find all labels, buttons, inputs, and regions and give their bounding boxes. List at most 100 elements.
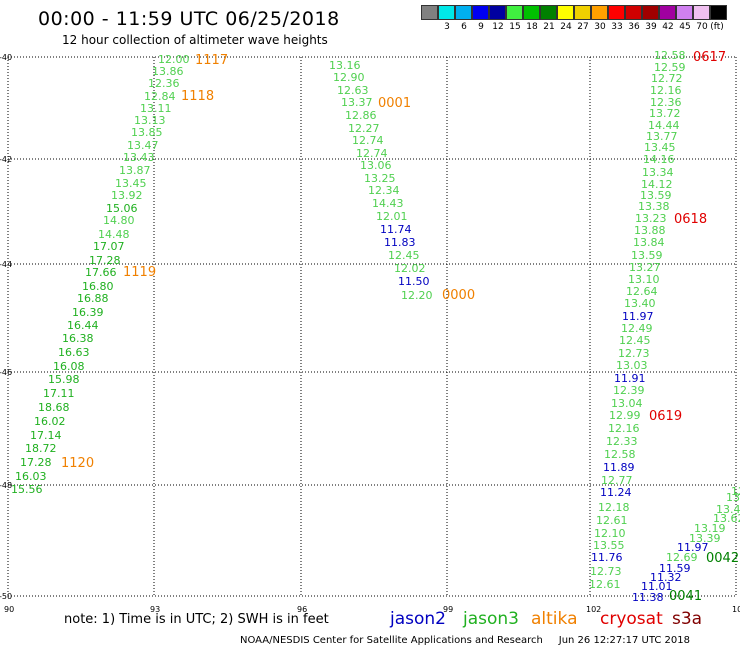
- wave-height-value: 16.80: [82, 280, 114, 293]
- longitude-label: 90: [4, 605, 14, 614]
- wave-height-value: 16.39: [72, 306, 104, 319]
- legend-swatch: [472, 5, 489, 20]
- longitude-label: 105: [732, 605, 740, 614]
- wave-height-value: 11.89: [603, 461, 635, 474]
- pass-time-label: 0041: [669, 589, 702, 604]
- wave-height-value: 13.43: [123, 151, 155, 164]
- legend-swatch: [608, 5, 625, 20]
- wave-height-value: 16.38: [62, 332, 94, 345]
- wave-height-value: 12.59: [654, 61, 686, 74]
- latitude-label: -46: [0, 368, 12, 377]
- wave-height-value: 13.06: [360, 159, 392, 172]
- wave-height-value: 18.68: [38, 401, 70, 414]
- legend-tick-label: 30: [594, 22, 606, 32]
- wave-height-value: 14.44: [648, 119, 680, 132]
- wave-height-value: 13.62: [713, 512, 740, 525]
- legend-tick-label: 24: [560, 22, 572, 32]
- wave-height-value: 12.61: [589, 578, 621, 591]
- wave-height-value: 12.58: [604, 448, 636, 461]
- wave-height-value: 13.84: [633, 236, 665, 249]
- wave-height-value: 18.72: [25, 442, 57, 455]
- legend-swatch: [523, 5, 540, 20]
- wave-height-value: 11.38: [632, 591, 664, 604]
- wave-height-value: 15.56: [11, 483, 43, 496]
- wave-height-value: 12.34: [368, 184, 400, 197]
- wave-height-value: 17.28: [89, 254, 121, 267]
- wave-height-value: 13.45: [644, 141, 676, 154]
- wave-height-value: 13.11: [140, 102, 172, 115]
- legend-tick-label: 21: [543, 22, 555, 32]
- wave-height-value: 12.72: [651, 72, 683, 85]
- wave-height-value: 12.49: [621, 322, 653, 335]
- legend-swatch: [438, 5, 455, 20]
- wave-height-value: 13.27: [629, 261, 661, 274]
- longitude-label: 93: [150, 605, 160, 614]
- wave-height-value: 13.13: [134, 114, 166, 127]
- wave-height-value: 11.97: [677, 541, 709, 554]
- legend-swatch: [710, 5, 727, 20]
- wave-height-value: 13.16: [329, 59, 361, 72]
- pass-time-label: 1118: [181, 89, 214, 104]
- wave-height-value: 12.90: [333, 71, 365, 84]
- wave-height-value: 13.45: [115, 177, 147, 190]
- legend-tick-label: 6: [461, 22, 467, 32]
- longitude-label: 96: [297, 605, 307, 614]
- wave-height-value: 13.87: [119, 164, 151, 177]
- pass-time-label: 0619: [649, 409, 682, 424]
- wave-height-value: 13.04: [611, 397, 643, 410]
- wave-height-value: 12.63: [337, 84, 369, 97]
- wave-height-value: 12.74: [352, 134, 384, 147]
- longitude-label: 99: [443, 605, 453, 614]
- wave-height-value: 15.98: [48, 373, 80, 386]
- satellite-label-jason3: jason3: [463, 609, 519, 629]
- wave-height-value: 12.16: [608, 422, 640, 435]
- pass-time-label: 0000: [442, 288, 475, 303]
- wave-height-value: 12.: [731, 485, 740, 498]
- wave-height-value: 11.59: [659, 562, 691, 575]
- wave-height-value: 13.39: [689, 532, 721, 545]
- legend-swatch: [693, 5, 710, 20]
- wave-height-value: 12.18: [598, 501, 630, 514]
- wave-height-value: 12.36: [650, 96, 682, 109]
- wave-height-value: 12.86: [345, 109, 377, 122]
- wave-height-value: 12.69: [666, 551, 698, 564]
- legend-tick-label: 70: [696, 22, 708, 32]
- wave-height-value: 13.: [726, 491, 740, 504]
- pass-time-label: 0618: [674, 212, 707, 227]
- legend-swatch: [591, 5, 608, 20]
- wave-height-value: 12.73: [590, 565, 622, 578]
- longitude-label: 102: [586, 605, 601, 614]
- pass-time-label: 1120: [61, 456, 94, 471]
- wave-height-value: 13.86: [152, 65, 184, 78]
- wave-height-value: 17.66: [85, 266, 117, 279]
- map-subtitle: 12 hour collection of altimeter wave hei…: [62, 33, 328, 47]
- wave-height-value: 11.50: [398, 275, 430, 288]
- wave-height-value: 12.27: [348, 122, 380, 135]
- satellite-label-cryosat: cryosat: [600, 609, 663, 629]
- wave-height-value: 13.23: [635, 212, 667, 225]
- wave-height-value: 12.74: [356, 147, 388, 160]
- legend-swatch: [540, 5, 557, 20]
- legend-tick-label: 12: [492, 22, 504, 32]
- wave-height-value: 13.77: [646, 130, 678, 143]
- wave-height-value: 16.08: [53, 360, 85, 373]
- map-title: 00:00 - 11:59 UTC 06/25/2018: [38, 8, 340, 30]
- wave-height-value: 12.16: [650, 84, 682, 97]
- legend-swatch: [625, 5, 642, 20]
- wave-height-value: 13.03: [616, 359, 648, 372]
- legend-tick-label: 33: [611, 22, 623, 32]
- wave-height-value: 12.73: [618, 347, 650, 360]
- wave-height-value: 12.36: [148, 77, 180, 90]
- wave-height-value: 14.12: [641, 178, 673, 191]
- credit-footer: NOAA/NESDIS Center for Satellite Applica…: [240, 635, 690, 646]
- legend-tick-label: 42: [662, 22, 674, 32]
- wave-height-value: 11.83: [384, 236, 416, 249]
- wave-height-value: 16.44: [67, 319, 99, 332]
- wave-height-value: 13.47: [127, 139, 159, 152]
- legend-swatch: [574, 5, 591, 20]
- wave-height-value: 16.63: [58, 346, 90, 359]
- wave-height-value: 14.80: [103, 214, 135, 227]
- wave-height-value: 12.77: [601, 474, 633, 487]
- wave-height-value: 12.84: [144, 90, 176, 103]
